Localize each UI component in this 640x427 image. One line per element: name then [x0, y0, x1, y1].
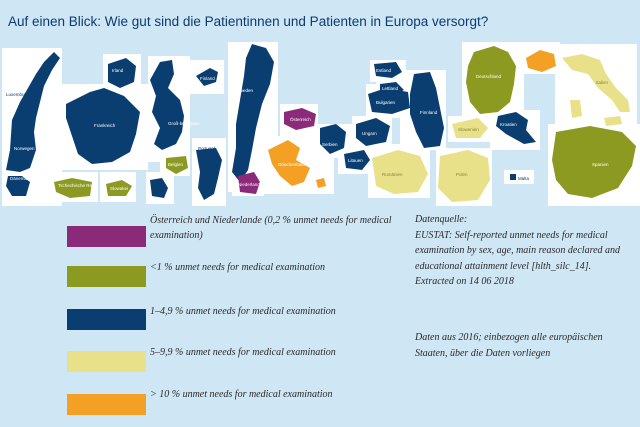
page-title: Auf einen Blick: Wie gut sind die Patien… — [8, 14, 489, 29]
label-finnland: Finnland — [420, 110, 438, 115]
norwegen-shape — [6, 52, 60, 172]
daenemark-shape — [6, 176, 30, 196]
orange-country-shape — [526, 50, 556, 72]
label-spanien: Spanien — [592, 162, 609, 167]
legend-text-orange: > 10 % unmet needs for medical examinati… — [150, 389, 333, 400]
label-lettland: Lettland — [382, 86, 399, 91]
kroatien-shape — [496, 112, 536, 144]
label-polen: Polen — [456, 172, 468, 177]
label-oesterreich: Österreich — [290, 116, 311, 122]
europe-map: Luxemburg Irland Finland Frankreich Norw… — [0, 36, 640, 208]
label-ungarn: Ungarn — [362, 131, 377, 136]
legend-text-lightyellow: 5–9,9 % unmet needs for medical examinat… — [150, 347, 336, 358]
rumaenien-shape — [372, 150, 428, 194]
label-italien: Italien — [596, 80, 609, 85]
tschechien-shape — [54, 178, 92, 198]
slowenien-shape — [452, 118, 488, 138]
malta-shape — [510, 174, 516, 180]
label-irland: Irland — [112, 68, 124, 73]
bulgarien-shape — [368, 88, 410, 114]
irland-shape — [108, 58, 136, 88]
map-labels: Luxemburg Irland Finland Frankreich Norw… — [6, 68, 609, 191]
label-rumaenien: Rumänien — [382, 172, 403, 177]
label-niederlande: Niederlande — [238, 182, 263, 187]
polen-shape — [438, 150, 490, 202]
legend-text-olive: <1 % unmet needs for medical examination — [150, 262, 326, 273]
spanien-shape — [552, 126, 636, 198]
label-frankreich: Frankreich — [94, 123, 116, 128]
legend-swatch-olive — [67, 266, 146, 287]
deutschland-shape — [466, 46, 516, 114]
label-malta: Malta — [518, 176, 530, 181]
legend-swatch-lightyellow — [67, 351, 146, 372]
italien-shape — [562, 54, 630, 112]
label-grossbritannien: Groß-britannien — [168, 121, 200, 126]
ungarn-shape — [356, 118, 390, 146]
niederlande-shape — [238, 172, 260, 194]
frankreich-shape — [66, 88, 140, 164]
luxemburg-shape — [150, 178, 168, 198]
label-luxemburg: Luxemburg — [6, 92, 29, 97]
data-note: Daten aus 2016; einbezogen alle europäis… — [415, 332, 603, 359]
label-belgien: Belgien — [168, 162, 184, 167]
label-deutschland: Deutschland — [476, 74, 502, 79]
label-schweden: Schweden — [232, 88, 254, 93]
schweden-shape — [232, 44, 274, 182]
legend-text-navy: 1–4,9 % unmet needs for medical examinat… — [150, 306, 336, 317]
legend-text-purple: Österreich und Niederlande (0,2 % unmet … — [150, 215, 392, 241]
label-slowakei: Slowakei — [110, 186, 128, 191]
finnland-top-shape — [196, 68, 218, 86]
belgien-shape — [166, 156, 188, 174]
label-estland: Estland — [376, 68, 392, 73]
legend: Österreich und Niederlande (0,2 % unmet … — [0, 210, 640, 427]
griechenland-shape — [268, 140, 310, 186]
data-source: Datenquelle: EUSTAT: Self-reported unmet… — [415, 212, 625, 290]
legend-swatch-purple — [67, 226, 146, 247]
label-finnland-top: Finland — [200, 76, 215, 81]
label-portugal: Portugal — [198, 146, 215, 151]
label-kroatien: Kroatien — [500, 122, 517, 127]
finnland-shape — [410, 72, 444, 148]
label-bulgarien: Bulgarien — [376, 100, 396, 105]
source-extracted: Extracted on 14 06 2018 — [415, 276, 514, 287]
label-slowenien: Slowenien — [458, 127, 479, 132]
label-daenemark: Dänemark — [10, 176, 32, 181]
label-serbien: Serbien — [322, 142, 338, 147]
legend-swatch-navy — [67, 309, 146, 330]
oesterreich-shape — [284, 108, 316, 130]
portugal-shape — [196, 148, 222, 200]
estland-shape — [374, 62, 402, 78]
label-norwegen: Norwegen — [14, 146, 35, 151]
grossbritannien-shape — [150, 60, 184, 150]
source-body: EUSTAT: Self-reported unmet needs for me… — [415, 229, 621, 272]
serbien-shape — [320, 124, 346, 154]
label-litauen: Litauen — [348, 158, 363, 163]
label-griechenland: Griechenland — [278, 162, 305, 167]
litauen-shape — [344, 150, 370, 170]
label-tschechien: Tschechische Rep. — [58, 183, 96, 188]
source-heading: Datenquelle: — [415, 214, 468, 225]
legend-swatch-orange — [67, 394, 146, 415]
slowakei-shape — [106, 180, 132, 196]
